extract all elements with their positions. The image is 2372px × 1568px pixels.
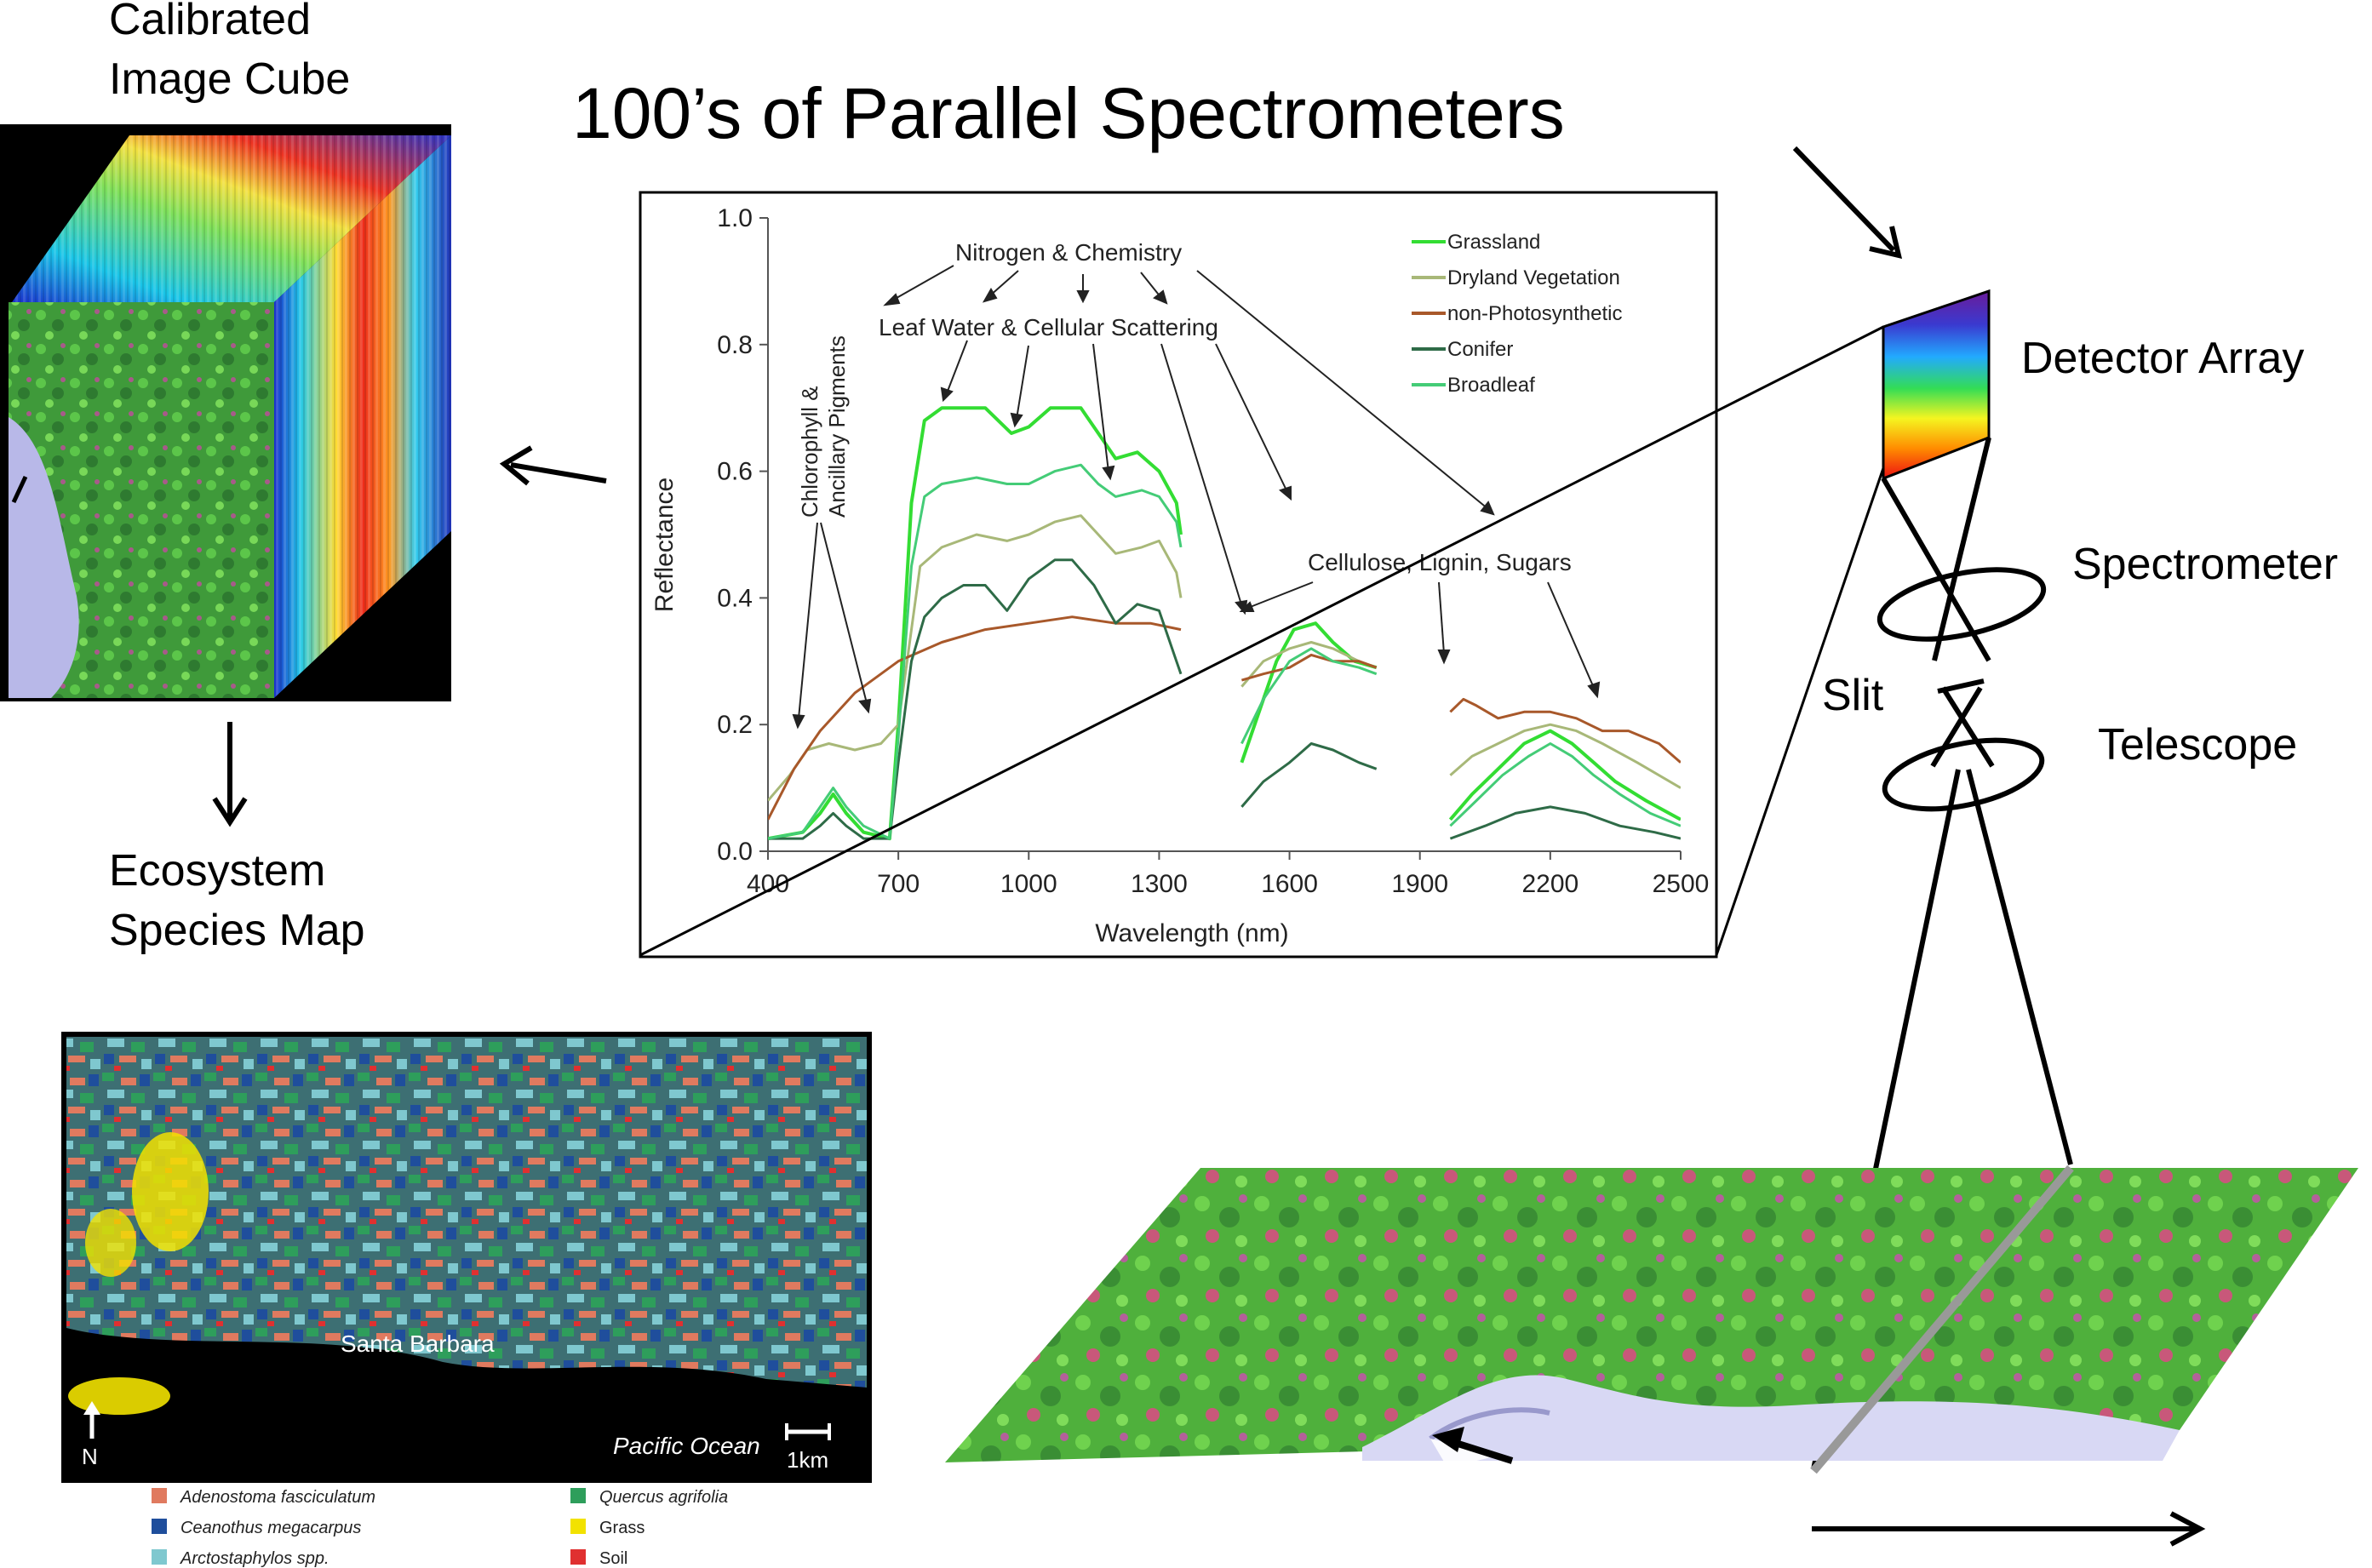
arrow-to-cube bbox=[499, 445, 607, 486]
series-line-conifer-2 bbox=[1449, 805, 1681, 840]
legend-swatch-0 bbox=[152, 1488, 167, 1503]
x-tick-label: 1000 bbox=[1000, 870, 1057, 898]
detector-array-label: Detector Array bbox=[2021, 334, 2304, 383]
species-map: Santa Barbara Pacific Ocean N 1km bbox=[61, 1032, 872, 1483]
map-label-line2: Species Map bbox=[109, 906, 365, 955]
projection-line-bottom bbox=[1715, 467, 1885, 956]
legend-label-3: Quercus agrifolia bbox=[599, 1488, 728, 1507]
legend-swatch-3 bbox=[570, 1488, 586, 1503]
y-tick-label: 0.6 bbox=[717, 458, 753, 486]
x-axis-label: Wavelength (nm) bbox=[1095, 919, 1288, 947]
y-tick-label: 0.8 bbox=[717, 331, 753, 359]
cube-label-line2: Image Cube bbox=[109, 54, 350, 104]
series-line-non-photosynthetic-2 bbox=[1449, 697, 1681, 764]
map-label-line1: Ecosystem bbox=[109, 846, 325, 896]
series-line-grassland-0 bbox=[768, 406, 1183, 841]
scale-bar: 1km bbox=[785, 1423, 831, 1473]
series-line-broadleaf-1 bbox=[1240, 647, 1378, 745]
slit-label: Slit bbox=[1822, 671, 1884, 720]
y-tick-label: 0.2 bbox=[717, 711, 753, 739]
legend-label-4: Grass bbox=[599, 1519, 645, 1537]
telescope-label: Telescope bbox=[2098, 720, 2297, 770]
chart-legend: Grassland Dryland Vegetation non-Photosynt… bbox=[1412, 231, 1622, 397]
legend-swatch-4 bbox=[570, 1519, 586, 1534]
annotation-nitrogen: Nitrogen & Chemistry bbox=[955, 239, 1182, 266]
legend-entry: Broadleaf bbox=[1447, 374, 1535, 397]
flight-direction-arrow bbox=[1812, 1511, 2206, 1547]
y-tick-label: 0.4 bbox=[717, 584, 753, 612]
series-line-grassland-2 bbox=[1448, 729, 1681, 821]
ocean-label: Pacific Ocean bbox=[613, 1433, 760, 1459]
legend-entry: Dryland Vegetation bbox=[1447, 266, 1620, 289]
legend-label-1: Ceanothus megacarpus bbox=[180, 1519, 361, 1537]
place-label: Santa Barbara bbox=[341, 1331, 495, 1357]
series-line-non-photosynthetic-1 bbox=[1240, 653, 1378, 682]
x-tick-label: 1900 bbox=[1391, 870, 1448, 898]
legend-label-0: Adenostoma fasciculatum bbox=[180, 1488, 375, 1507]
legend-swatch-2 bbox=[152, 1549, 167, 1565]
series-line-conifer-0 bbox=[768, 558, 1183, 840]
chart-frame bbox=[639, 191, 1718, 959]
x-tick-label: 1300 bbox=[1131, 870, 1188, 898]
legend-label-2: Arctostaphylos spp. bbox=[180, 1549, 329, 1568]
terrain-image bbox=[945, 1168, 2358, 1468]
legend-entry: non-Photosynthetic bbox=[1447, 302, 1622, 325]
north-arrow: N bbox=[82, 1401, 100, 1469]
annotation-cellulose: Cellulose, Lignin, Sugars bbox=[1308, 549, 1572, 575]
legend-entry: Grassland bbox=[1447, 231, 1540, 254]
scan-line bbox=[1810, 1165, 2074, 1474]
arrow-to-map bbox=[212, 722, 248, 827]
spectrometer-label: Spectrometer bbox=[2072, 540, 2338, 589]
annotation-leaf-water: Leaf Water & Cellular Scattering bbox=[879, 314, 1218, 340]
north-label: N bbox=[82, 1444, 98, 1469]
slit bbox=[1937, 678, 1985, 694]
species-legend: Adenostoma fasciculatum Ceanothus megaca… bbox=[152, 1488, 728, 1568]
position-marker-arrow bbox=[1432, 1427, 1514, 1464]
annotation-chlorophyll-2: Ancillary Pigments bbox=[824, 335, 850, 518]
legend-label-5: Soil bbox=[599, 1549, 627, 1568]
series-line-dryland-vegetation-2 bbox=[1449, 723, 1681, 789]
annotation-chlorophyll-1: Chlorophyll & bbox=[797, 386, 822, 518]
projection-line-top bbox=[639, 325, 1884, 957]
y-tick-label: 1.0 bbox=[717, 204, 753, 232]
arrow-to-detector bbox=[1792, 146, 1903, 260]
series-line-dryland-vegetation-0 bbox=[768, 514, 1183, 802]
image-cube bbox=[0, 124, 451, 701]
legend-swatch-1 bbox=[152, 1519, 167, 1534]
main-title: 100’s of Parallel Spectrometers bbox=[572, 73, 1565, 153]
annotation-arrows bbox=[792, 265, 1601, 730]
y-axis-label: Reflectance bbox=[650, 478, 679, 612]
legend-entry: Conifer bbox=[1447, 338, 1513, 361]
y-tick-label: 0.0 bbox=[717, 838, 753, 866]
detector-array bbox=[1882, 289, 1991, 481]
x-tick-label: 1600 bbox=[1261, 870, 1318, 898]
series-line-non-photosynthetic-0 bbox=[768, 615, 1182, 821]
spectrometer-lens bbox=[1876, 567, 2047, 642]
series-line-broadleaf-0 bbox=[768, 463, 1183, 840]
series-line-conifer-1 bbox=[1240, 742, 1378, 808]
series-line-broadleaf-2 bbox=[1449, 742, 1681, 827]
x-tick-label: 2200 bbox=[1521, 870, 1578, 898]
chart-lines bbox=[768, 406, 1681, 841]
x-tick-label: 700 bbox=[877, 870, 920, 898]
legend-swatch-5 bbox=[570, 1549, 586, 1565]
telescope-lens bbox=[1882, 737, 2045, 812]
x-tick-label: 2500 bbox=[1653, 870, 1710, 898]
cube-label-line1: Calibrated bbox=[109, 0, 311, 44]
scale-label: 1km bbox=[787, 1447, 828, 1473]
